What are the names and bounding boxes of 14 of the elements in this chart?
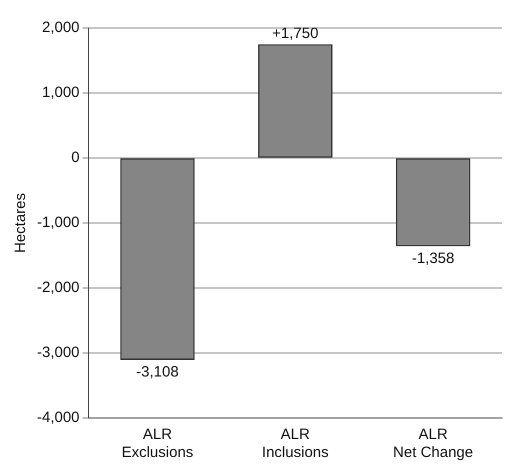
y-tick-label: 2,000 [42, 19, 80, 36]
y-tick-label: -3,000 [36, 344, 80, 362]
y-tick-label: 1,000 [42, 84, 80, 102]
data-label: -3,108 [136, 364, 179, 381]
y-tick-label: -4,000 [36, 409, 80, 426]
x-tick-label: ALR Net Change [393, 426, 474, 462]
y-tick-label: -2,000 [36, 279, 80, 296]
x-tick-label: ALR Exclusions [122, 426, 194, 462]
y-tick-label: 0 [71, 149, 80, 166]
y-tick-label: -1,000 [36, 214, 80, 232]
data-label: -1,358 [412, 250, 454, 267]
y-axis-title: Hectares [12, 192, 30, 254]
x-tick-label: ALR Inclusions [262, 426, 329, 462]
data-label: +1,750 [272, 24, 318, 42]
